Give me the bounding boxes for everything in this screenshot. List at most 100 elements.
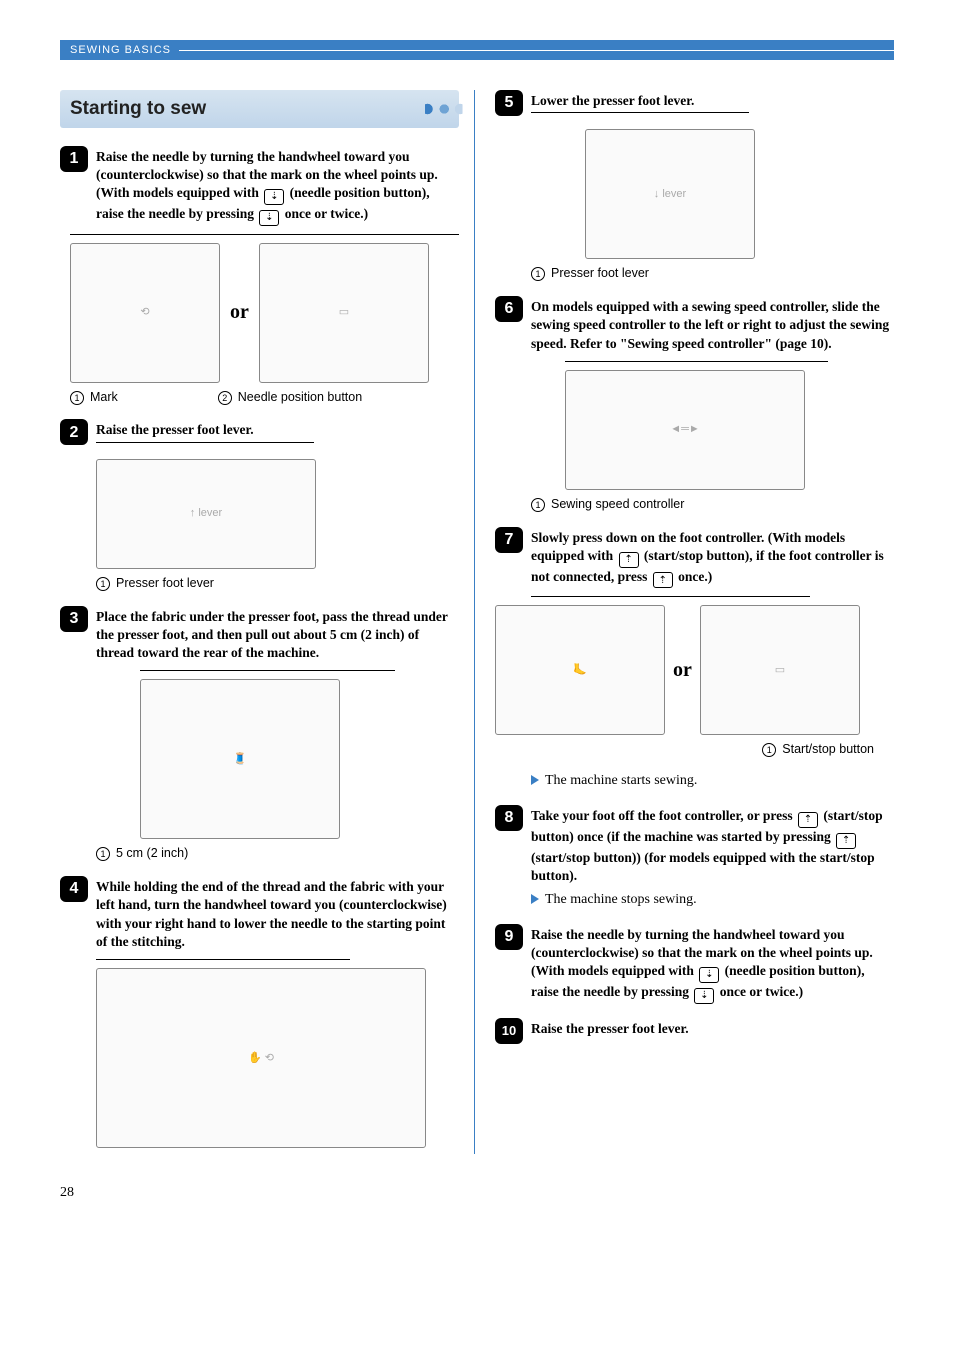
step-8: 8 Take your foot off the foot controller… [495,805,894,885]
step-text: On models equipped with a sewing speed c… [531,296,894,353]
page-header: SEWING BASICS [60,40,894,60]
figure-5: ↓ lever [585,129,894,259]
figure-rule [531,112,749,113]
circled-1-icon: 1 [70,391,84,405]
figure-5-callouts: 1 Presser foot lever [531,265,894,282]
page-number: 28 [60,1184,894,1203]
step-6: 6 On models equipped with a sewing speed… [495,296,894,353]
start-stop-icon: ⇡ [798,812,818,828]
figure-6: ◄═► [565,361,894,490]
figure-rule [565,361,828,362]
needle-position-icon: ⇣ [694,988,714,1004]
text-part: Raise the presser foot lever. [96,422,254,437]
needle-position-icon: ⇣ [699,967,719,983]
step-number-badge: 5 [495,90,523,116]
result-arrow-icon [531,775,539,785]
header-rule [179,50,894,51]
handwheel-turn-illustration: ✋ ⟲ [96,968,426,1148]
step-2: 2 Raise the presser foot lever. [60,419,459,450]
step-text: Take your foot off the foot controller, … [531,805,894,885]
figure-rule [140,670,395,671]
figure-4: ✋ ⟲ [96,959,459,1148]
needle-position-icon: ⇣ [264,189,284,205]
figure-3-callouts: 1 5 cm (2 inch) [96,845,459,862]
circled-1-icon: 1 [762,743,776,757]
speed-controller-illustration: ◄═► [565,370,805,490]
circled-1-icon: 1 [531,498,545,512]
right-column: 5 Lower the presser foot lever. ↓ lever … [495,90,894,1154]
start-stop-icon: ⇡ [619,552,639,568]
figure-rule [70,234,459,235]
content-columns: Starting to sew 1 Raise the needle by tu… [60,90,894,1154]
figure-rule [96,442,314,443]
step-4: 4 While holding the end of the thread an… [60,876,459,951]
step-number-badge: 9 [495,924,523,950]
figure-2-callouts: 1 Presser foot lever [96,575,459,592]
step-1: 1 Raise the needle by turning the handwh… [60,146,459,226]
step-3: 3 Place the fabric under the presser foo… [60,606,459,663]
text-part: once.) [675,569,713,584]
step-9: 9 Raise the needle by turning the handwh… [495,924,894,1004]
figure-rule [96,959,350,960]
figure-1: ⟲ or ▭ [70,234,459,383]
start-stop-panel-illustration: ▭ [700,605,860,735]
section-title: Starting to sew [60,90,459,128]
callout-label: 5 cm (2 inch) [116,845,188,862]
or-label: or [230,299,249,326]
step-number-badge: 6 [495,296,523,322]
start-stop-icon: ⇡ [836,833,856,849]
section-label: SEWING BASICS [70,43,171,58]
step-10: 10 Raise the presser foot lever. [495,1018,894,1044]
step-text: Raise the needle by turning the handwhee… [531,924,894,1004]
text-part: once or twice.) [281,206,368,221]
left-column: Starting to sew 1 Raise the needle by tu… [60,90,475,1154]
figure-2: ↑ lever [96,459,459,569]
figure-rule [531,596,810,597]
handwheel-illustration: ⟲ [70,243,220,383]
step-number-badge: 1 [60,146,88,172]
callout-label: Presser foot lever [116,575,214,592]
result-text: The machine starts sewing. [545,773,697,788]
step-text: Place the fabric under the presser foot,… [96,606,459,663]
step-7: 7 Slowly press down on the foot controll… [495,527,894,589]
figure-1-callouts: 1 Mark 2 Needle position button [70,389,459,406]
circled-1-icon: 1 [531,267,545,281]
circled-1-icon: 1 [96,847,110,861]
text-part: once or twice.) [716,984,803,999]
step-text: Slowly press down on the foot controller… [531,527,894,589]
callout-label: Start/stop button [782,741,874,758]
step-number-badge: 8 [495,805,523,831]
callout-label: Mark [90,389,118,406]
result-arrow-icon [531,894,539,904]
text-part: Take your foot off the foot controller, … [531,808,796,823]
circled-1-icon: 1 [96,577,110,591]
step-8-result: The machine stops sewing. [531,891,894,910]
step-number-badge: 10 [495,1018,523,1044]
step-number-badge: 3 [60,606,88,632]
or-label: or [673,657,692,684]
result-text: The machine stops sewing. [545,892,697,907]
step-7-result: The machine starts sewing. [531,772,894,791]
presser-lever-raise-illustration: ↑ lever [96,459,316,569]
circled-2-icon: 2 [218,391,232,405]
step-text: Raise the presser foot lever. [531,1018,894,1044]
step-text: While holding the end of the thread and … [96,876,459,951]
figure-3: 🧵 [140,670,459,839]
callout-label: Sewing speed controller [551,496,684,513]
step-number-badge: 7 [495,527,523,553]
step-text: Raise the presser foot lever. [96,419,459,450]
text-part: Lower the presser foot lever. [531,93,694,108]
callout-label: Needle position button [238,389,362,406]
control-panel-illustration: ▭ [259,243,429,383]
presser-lever-lower-illustration: ↓ lever [585,129,755,259]
figure-6-callouts: 1 Sewing speed controller [531,496,894,513]
needle-position-icon: ⇣ [259,210,279,226]
start-stop-icon: ⇡ [653,572,673,588]
step-text: Lower the presser foot lever. [531,90,894,121]
step-number-badge: 4 [60,876,88,902]
text-part: (start/stop button)) (for models equippe… [531,850,875,883]
callout-label: Presser foot lever [551,265,649,282]
step-text: Raise the needle by turning the handwhee… [96,146,459,226]
foot-controller-illustration: 🦶 [495,605,665,735]
figure-7: 🦶 or ▭ [495,596,894,735]
